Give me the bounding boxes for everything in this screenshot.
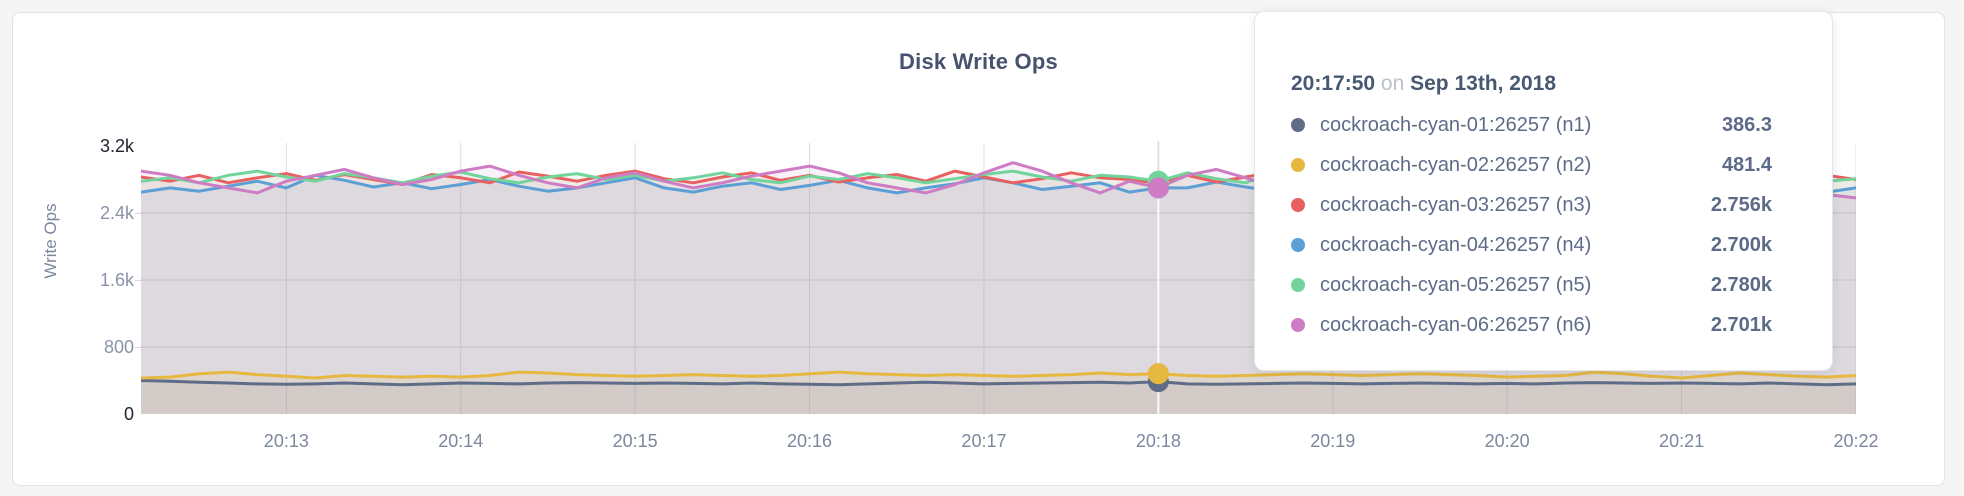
hover-tooltip: 20:17:50 on Sep 13th, 2018 cockroach-cya… bbox=[1254, 11, 1833, 371]
series-value: 2.700k bbox=[1710, 233, 1772, 256]
series-name: cockroach-cyan-05:26257 (n5) bbox=[1320, 273, 1592, 296]
tooltip-title: 20:17:50 on Sep 13th, 2018 bbox=[1291, 70, 1772, 98]
series-value: 2.780k bbox=[1710, 273, 1772, 296]
y-tick-label: 800 bbox=[103, 337, 134, 357]
series-name: cockroach-cyan-04:26257 (n4) bbox=[1320, 233, 1592, 256]
series-line-n2 bbox=[141, 370, 1856, 380]
x-tick-label: 20:22 bbox=[1833, 431, 1879, 451]
x-tick-label: 20:14 bbox=[438, 431, 484, 451]
series-name: cockroach-cyan-02:26257 (n2) bbox=[1320, 153, 1592, 176]
y-tick-mark bbox=[135, 280, 142, 281]
chart-card: Disk Write Ops Write Ops 3.2k 2.4k 1.6k 800… bbox=[12, 11, 1945, 486]
y-tick-label: 0 bbox=[123, 404, 134, 424]
x-tick-label: 20:16 bbox=[787, 431, 833, 451]
series-area-n1 bbox=[141, 380, 1856, 414]
tooltip-row: cockroach-cyan-02:26257 (n2) 481.4 bbox=[1291, 145, 1772, 185]
tooltip-row: cockroach-cyan-03:26257 (n3) 2.756k bbox=[1291, 185, 1772, 225]
x-tick-label: 20:19 bbox=[1310, 431, 1356, 451]
series-name: cockroach-cyan-06:26257 (n6) bbox=[1320, 313, 1592, 336]
legend-dot-icon bbox=[1291, 198, 1305, 212]
x-tick-label: 20:15 bbox=[612, 431, 658, 451]
series-value: 386.3 bbox=[1721, 113, 1772, 136]
tooltip-on-word: on bbox=[1380, 72, 1405, 95]
legend-dot-icon bbox=[1291, 278, 1305, 292]
chart-title: Disk Write Ops bbox=[899, 49, 1058, 74]
tooltip-date: Sep 13th, 2018 bbox=[1410, 72, 1557, 95]
y-tick-label: 2.4k bbox=[99, 203, 134, 223]
legend-dot-icon bbox=[1291, 318, 1305, 332]
x-tick-label: 20:17 bbox=[961, 431, 1007, 451]
tooltip-row: cockroach-cyan-06:26257 (n6) 2.701k bbox=[1291, 305, 1772, 345]
series-value: 481.4 bbox=[1721, 153, 1772, 176]
tooltip-row: cockroach-cyan-01:26257 (n1) 386.3 bbox=[1291, 105, 1772, 145]
series-name: cockroach-cyan-01:26257 (n1) bbox=[1320, 113, 1592, 136]
legend-dot-icon bbox=[1291, 158, 1305, 172]
y-tick-label: 3.2k bbox=[99, 136, 134, 156]
legend-dot-icon bbox=[1291, 118, 1305, 132]
x-tick-label: 20:13 bbox=[263, 431, 309, 451]
legend-dot-icon bbox=[1291, 238, 1305, 252]
y-tick-mark bbox=[135, 347, 142, 348]
hover-dot-n2 bbox=[1147, 363, 1169, 385]
tooltip-rows: cockroach-cyan-01:26257 (n1) 386.3 cockroa… bbox=[1291, 105, 1772, 345]
x-tick-label: 20:21 bbox=[1659, 431, 1705, 451]
series-value: 2.756k bbox=[1710, 193, 1772, 216]
series-line-n1 bbox=[141, 379, 1856, 387]
x-tick-label: 20:20 bbox=[1484, 431, 1530, 451]
hover-dot-n6 bbox=[1147, 177, 1169, 199]
y-tick-mark bbox=[135, 213, 142, 214]
y-tick-label: 1.6k bbox=[99, 270, 134, 290]
tooltip-row: cockroach-cyan-04:26257 (n4) 2.700k bbox=[1291, 225, 1772, 265]
x-tick-label: 20:18 bbox=[1135, 431, 1181, 451]
series-name: cockroach-cyan-03:26257 (n3) bbox=[1320, 193, 1592, 216]
tooltip-time: 20:17:50 bbox=[1291, 72, 1376, 95]
series-value: 2.701k bbox=[1710, 313, 1772, 336]
tooltip-row: cockroach-cyan-05:26257 (n5) 2.780k bbox=[1291, 265, 1772, 305]
